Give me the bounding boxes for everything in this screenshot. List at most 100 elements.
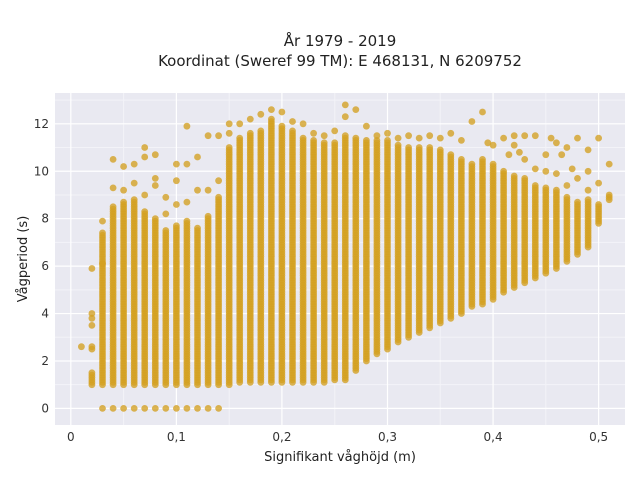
- data-point: [521, 156, 529, 163]
- data-point: [151, 175, 159, 182]
- data-point: [331, 139, 339, 147]
- data-point: [458, 137, 465, 144]
- y-tick-label: 6: [41, 259, 49, 273]
- data-point: [183, 160, 191, 168]
- data-point: [547, 134, 555, 142]
- x-axis-label: Signifikant våghöjd (m): [264, 450, 416, 465]
- data-point: [563, 193, 571, 201]
- data-point: [215, 177, 223, 185]
- data-point: [352, 367, 360, 374]
- data-point: [605, 160, 613, 168]
- data-point: [88, 343, 96, 351]
- data-point: [225, 129, 233, 137]
- plot-area: [55, 93, 625, 425]
- data-point: [584, 167, 592, 175]
- data-point: [88, 314, 96, 322]
- data-point: [352, 106, 360, 113]
- y-tick-label: 8: [41, 212, 49, 226]
- x-tick-label: 0,1: [167, 430, 186, 444]
- data-point: [341, 132, 349, 140]
- y-tick-label: 2: [41, 354, 49, 368]
- data-point: [141, 405, 149, 412]
- data-point: [151, 151, 159, 159]
- data-point: [415, 144, 423, 151]
- data-point: [246, 129, 254, 137]
- data-point: [109, 184, 117, 192]
- data-point: [194, 224, 201, 232]
- data-point: [510, 141, 518, 149]
- data-point: [257, 110, 265, 118]
- data-point: [563, 144, 571, 151]
- y-tick-label: 12: [34, 117, 49, 131]
- x-tick-label: 0,4: [484, 430, 503, 444]
- data-point: [299, 134, 307, 142]
- data-point: [88, 265, 96, 272]
- data-point: [458, 156, 465, 163]
- data-point: [109, 156, 117, 163]
- data-point: [151, 405, 159, 412]
- data-point: [436, 134, 444, 142]
- data-point: [183, 198, 191, 206]
- data-point: [88, 310, 96, 317]
- data-point: [99, 217, 106, 225]
- data-point: [130, 405, 138, 412]
- data-point: [141, 208, 149, 216]
- data-point: [215, 193, 223, 201]
- data-point: [505, 151, 513, 159]
- data-point: [120, 198, 127, 206]
- data-point: [384, 137, 391, 144]
- data-point: [173, 160, 180, 168]
- data-point: [489, 160, 497, 168]
- data-point: [99, 229, 106, 237]
- data-point: [468, 118, 476, 125]
- data-point: [278, 122, 286, 130]
- data-point: [151, 182, 159, 189]
- data-points: [78, 101, 613, 412]
- x-axis-ticks: 0 0,1 0,2 0,3 0,4 0,5: [67, 430, 608, 444]
- data-point: [141, 153, 149, 161]
- data-point: [246, 115, 254, 123]
- data-point: [162, 210, 170, 218]
- data-point: [558, 151, 566, 159]
- data-point: [183, 217, 191, 225]
- y-axis-ticks: 0 2 4 6 8 10 12: [34, 117, 49, 416]
- data-point: [320, 139, 328, 147]
- data-point: [215, 132, 223, 140]
- data-point: [236, 120, 244, 128]
- data-point: [510, 172, 518, 180]
- data-point: [363, 137, 370, 144]
- data-point: [384, 129, 391, 137]
- data-point: [310, 129, 317, 137]
- data-point: [109, 405, 117, 412]
- data-point: [99, 405, 106, 412]
- data-point: [542, 167, 550, 175]
- data-point: [257, 127, 265, 135]
- data-point: [109, 203, 117, 211]
- data-point: [225, 144, 233, 151]
- data-point: [574, 198, 581, 206]
- data-point: [183, 122, 191, 130]
- data-point: [373, 132, 381, 140]
- data-point: [88, 322, 96, 329]
- x-tick-label: 0,5: [589, 430, 608, 444]
- data-point: [204, 132, 212, 140]
- data-point: [426, 132, 434, 140]
- data-point: [568, 165, 576, 173]
- data-point: [130, 196, 138, 204]
- data-point: [141, 144, 149, 151]
- data-point: [130, 160, 138, 168]
- data-point: [225, 120, 233, 128]
- chart-title-line2: Koordinat (Sweref 99 TM): E 468131, N 62…: [158, 52, 522, 70]
- data-point: [173, 177, 180, 185]
- data-point: [584, 186, 592, 194]
- data-point: [553, 139, 560, 147]
- data-point: [479, 108, 486, 116]
- chart-title-line1: År 1979 - 2019: [284, 31, 397, 50]
- data-point: [521, 132, 529, 140]
- x-tick-label: 0: [67, 430, 75, 444]
- data-point: [204, 212, 212, 220]
- data-point: [426, 144, 434, 151]
- data-point: [542, 151, 550, 159]
- data-point: [510, 132, 518, 140]
